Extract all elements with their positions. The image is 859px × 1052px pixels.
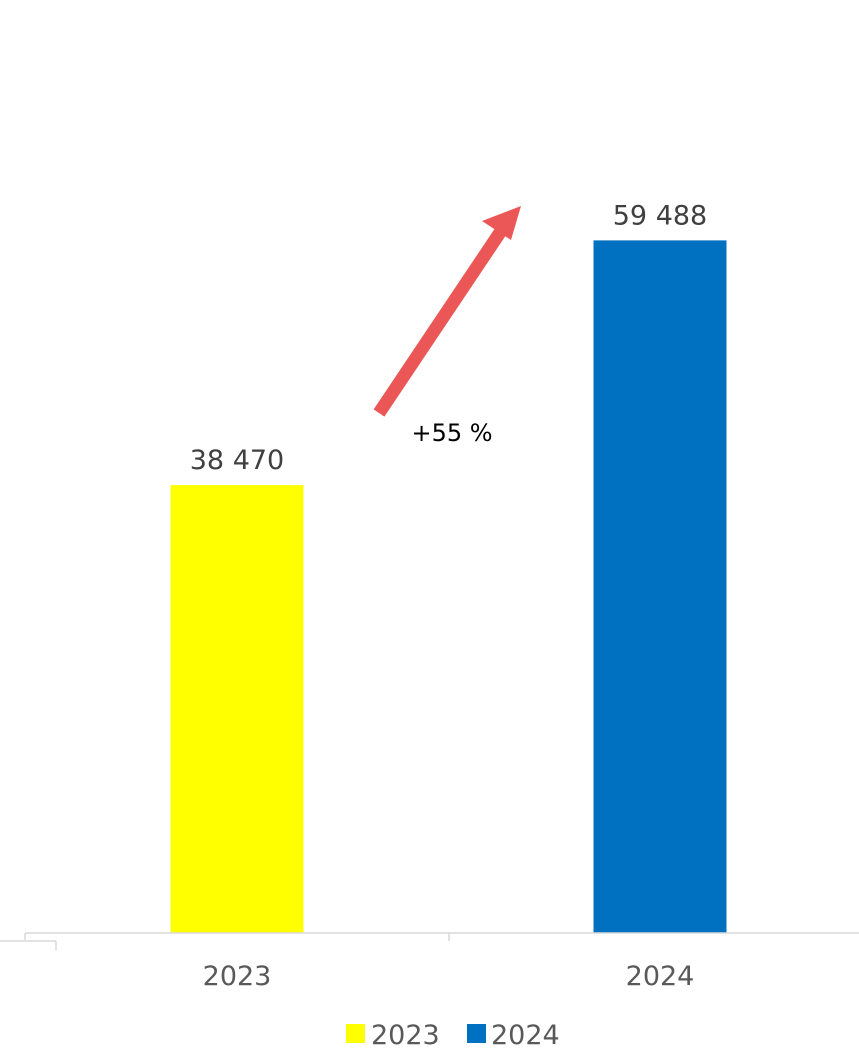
x-axis [0, 932, 859, 950]
bar-2024 [593, 240, 727, 933]
tick-labels-layer: 2023 2024 [203, 961, 695, 992]
growth-arrow [373, 206, 521, 417]
growth-annotation-label: +55 % [411, 419, 492, 447]
value-label-2023: 38 470 [190, 445, 284, 476]
value-labels-layer: 38 470 59 488 [190, 200, 707, 476]
value-label-2024: 59 488 [613, 200, 707, 231]
legend-label-2023: 2023 [371, 1020, 440, 1051]
growth-annotation: +55 % [373, 206, 521, 447]
legend-swatch-2023 [346, 1024, 365, 1043]
legend-swatch-2024 [467, 1024, 486, 1043]
x-tick-label-2023: 2023 [203, 961, 272, 992]
legend-label-2024: 2024 [491, 1020, 560, 1051]
bar-2023 [170, 485, 304, 933]
legend: 2023 2024 [346, 1020, 560, 1051]
x-tick-label-2024: 2024 [626, 961, 695, 992]
bars-layer [170, 240, 727, 933]
